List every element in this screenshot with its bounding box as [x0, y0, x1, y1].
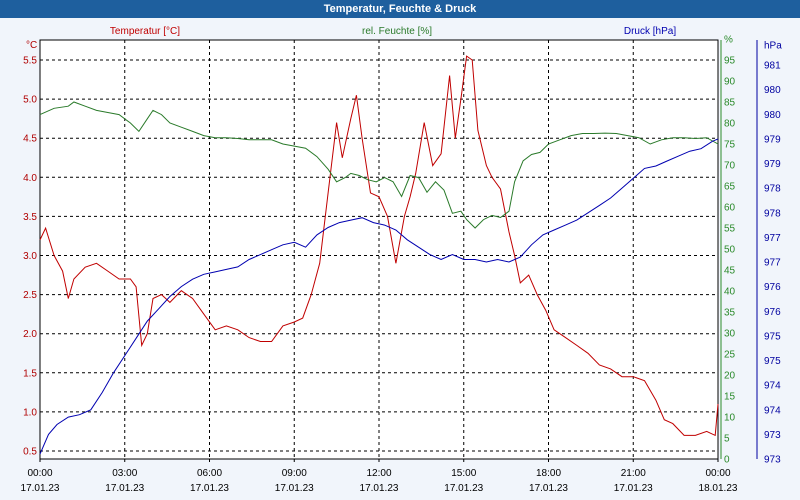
x-tick-label-time: 09:00 — [282, 468, 307, 479]
y-tick-label-temperature: 5.5 — [23, 56, 37, 67]
y-tick-label-pressure: 977 — [764, 258, 781, 269]
y-tick-label-humidity: 70 — [724, 161, 736, 172]
y-tick-label-temperature: 2.5 — [23, 290, 37, 301]
y-axis-unit-temperature: °C — [26, 40, 37, 51]
x-tick-label-date: 17.01.23 — [529, 483, 568, 494]
x-tick-label-date: 17.01.23 — [360, 483, 399, 494]
y-tick-label-pressure: 978 — [764, 184, 781, 195]
y-tick-label-pressure: 976 — [764, 307, 781, 318]
y-tick-label-temperature: 3.5 — [23, 212, 37, 223]
y-tick-label-humidity: 60 — [724, 203, 736, 214]
y-axis-humidity: 0 5 10 15 20 25 30 35 40 45 50 55 60 65 70 75 80 85 90 95% — [720, 35, 736, 466]
series-line-humidity — [39, 101, 719, 229]
legend-humidity: rel. Feuchte [%] — [362, 26, 432, 37]
chart-title: Temperatur, Feuchte & Druck — [323, 3, 477, 15]
series-group — [39, 55, 719, 455]
y-tick-label-pressure: 976 — [764, 282, 781, 293]
x-tick-label-date: 17.01.23 — [21, 483, 60, 494]
x-tick-label-time: 12:00 — [366, 468, 391, 479]
x-tick-label-date: 17.01.23 — [105, 483, 144, 494]
y-tick-label-humidity: 0 — [724, 455, 730, 466]
x-axis: 00:00 17.01.23 03:00 17.01.23 06:00 17.01.23 0… — [21, 459, 738, 494]
y-tick-label-humidity: 65 — [724, 182, 736, 193]
x-tick-label-date: 18.01.23 — [699, 483, 738, 494]
y-tick-label-temperature: 1.5 — [23, 368, 37, 379]
y-tick-label-pressure: 980 — [764, 85, 781, 96]
y-tick-label-pressure: 980 — [764, 110, 781, 121]
x-tick-label-date: 17.01.23 — [614, 483, 653, 494]
y-tick-label-temperature: 2.0 — [23, 329, 37, 340]
y-tick-label-pressure: 977 — [764, 233, 781, 244]
y-tick-label-humidity: 40 — [724, 287, 736, 298]
x-tick-label-time: 03:00 — [112, 468, 137, 479]
x-tick-label-time: 00:00 — [27, 468, 52, 479]
y-tick-label-humidity: 20 — [724, 371, 736, 382]
legend: Temperatur [°C] rel. Feuchte [%] Druck [hP… — [110, 26, 676, 37]
y-tick-label-temperature: 4.5 — [23, 134, 37, 145]
x-tick-label-time: 18:00 — [536, 468, 561, 479]
grid — [40, 40, 718, 459]
y-tick-label-humidity: 95 — [724, 56, 736, 67]
y-axis-pressure: 973 973 974 974 975 975 976 976 977 977 978 978 979 9… — [756, 40, 782, 466]
y-tick-label-pressure: 975 — [764, 331, 781, 342]
y-tick-label-humidity: 15 — [724, 392, 736, 403]
y-tick-label-temperature: 3.0 — [23, 251, 37, 262]
y-tick-label-humidity: 90 — [724, 77, 736, 88]
y-tick-label-humidity: 10 — [724, 413, 736, 424]
y-tick-label-pressure: hPa — [764, 41, 782, 52]
x-tick-label-time: 06:00 — [197, 468, 222, 479]
series-line-temperature — [39, 55, 719, 437]
y-tick-label-temperature: 5.0 — [23, 95, 37, 106]
x-tick-label-date: 17.01.23 — [190, 483, 229, 494]
legend-pressure: Druck [hPa] — [624, 26, 676, 37]
y-tick-label-pressure: 979 — [764, 134, 781, 145]
y-tick-label-humidity: 35 — [724, 308, 736, 319]
y-tick-label-temperature: 4.0 — [23, 173, 37, 184]
y-tick-label-pressure: 973 — [764, 455, 781, 466]
y-tick-label-humidity: 50 — [724, 245, 736, 256]
x-tick-label-date: 17.01.23 — [275, 483, 314, 494]
y-tick-label-temperature: 1.0 — [23, 407, 37, 418]
chart-title-bar: Temperatur, Feuchte & Druck — [0, 0, 800, 18]
x-tick-label-time: 15:00 — [451, 468, 476, 479]
x-tick-label-date: 17.01.23 — [444, 483, 483, 494]
y-tick-label-pressure: 978 — [764, 208, 781, 219]
x-tick-label-time: 21:00 — [621, 468, 646, 479]
y-tick-label-humidity: 45 — [724, 266, 736, 277]
y-tick-label-pressure: 973 — [764, 430, 781, 441]
y-tick-label-humidity: % — [724, 35, 733, 46]
x-tick-label-time: 00:00 — [705, 468, 730, 479]
legend-temperature: Temperatur [°C] — [110, 26, 180, 37]
y-tick-label-pressure: 975 — [764, 356, 781, 367]
y-tick-label-pressure: 979 — [764, 159, 781, 170]
y-tick-label-humidity: 55 — [724, 224, 736, 235]
y-tick-label-pressure: 974 — [764, 405, 781, 416]
y-tick-label-pressure: 981 — [764, 61, 781, 72]
y-tick-label-humidity: 75 — [724, 140, 736, 151]
y-tick-label-humidity: 5 — [724, 434, 730, 445]
y-tick-label-humidity: 30 — [724, 329, 736, 340]
series-line-pressure — [39, 138, 719, 455]
y-tick-label-humidity: 80 — [724, 119, 736, 130]
y-tick-label-temperature: 0.5 — [23, 447, 37, 458]
y-axis-temperature: 0.5 1.0 1.5 2.0 2.5 3.0 3.5 4.0 4.5 5.0 5.5 °C — [23, 40, 37, 458]
y-tick-label-humidity: 25 — [724, 350, 736, 361]
y-tick-label-pressure: 974 — [764, 381, 781, 392]
y-tick-label-humidity: 85 — [724, 98, 736, 109]
